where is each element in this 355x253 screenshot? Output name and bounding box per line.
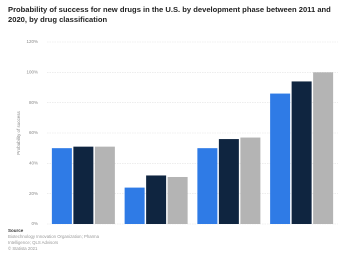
source-line: Biotechnology Innovation Organization; P… — [8, 234, 100, 239]
bar — [313, 72, 334, 224]
bar — [146, 175, 167, 224]
y-tick-label: 80% — [29, 100, 38, 105]
bar — [124, 187, 145, 224]
y-tick-label: 100% — [26, 70, 38, 75]
bar — [73, 146, 94, 224]
source-heading: Source — [8, 228, 24, 233]
y-tick-label: 120% — [26, 39, 38, 44]
y-axis-label: Probability of success — [16, 110, 21, 154]
y-tick-label: 40% — [29, 161, 38, 166]
bar — [240, 137, 261, 224]
y-tick-label: 20% — [29, 191, 38, 196]
bar — [167, 176, 188, 224]
source-line: © Statista 2021 — [8, 246, 38, 251]
bar — [218, 139, 239, 224]
y-tick-label: 60% — [29, 130, 38, 135]
bar — [291, 81, 312, 224]
y-tick-label: 0% — [31, 221, 38, 226]
bar — [197, 148, 218, 224]
bar — [51, 148, 72, 224]
bar — [94, 146, 115, 224]
bar — [270, 93, 291, 224]
chart-title: Probability of success for new drugs in … — [8, 5, 331, 24]
source-line: Intelligence; QLS Advisors — [8, 240, 58, 245]
